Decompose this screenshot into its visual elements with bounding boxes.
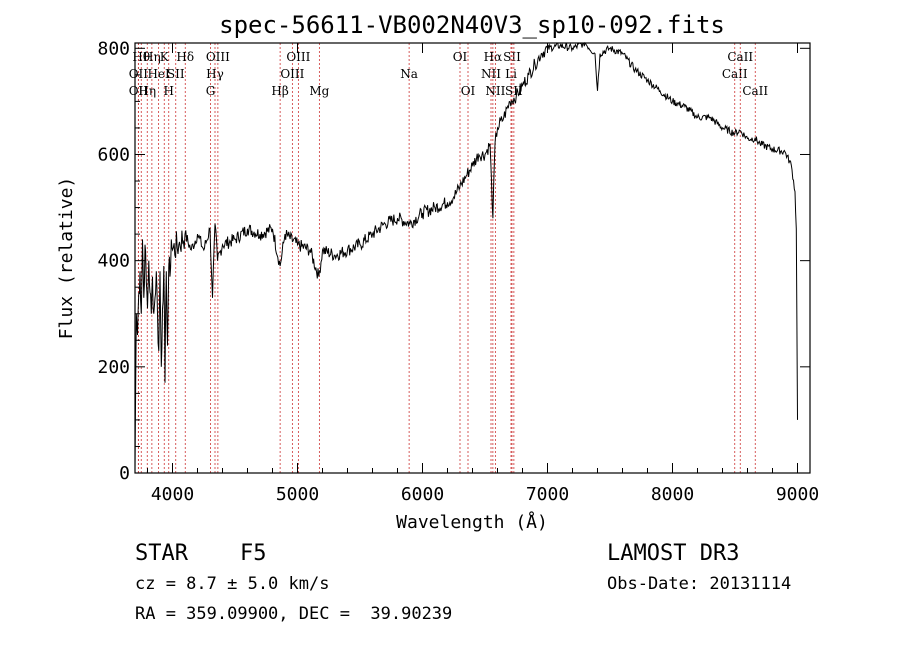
- line-label: SII: [503, 50, 521, 64]
- survey-name: LAMOST DR3: [607, 541, 739, 566]
- line-label: Hθ: [132, 50, 150, 64]
- subclass: F5: [240, 541, 267, 566]
- y-tick-label: 400: [97, 251, 130, 272]
- coordinates: RA = 359.09900, DEC = 39.90239: [135, 604, 452, 624]
- line-label: Na: [400, 67, 418, 81]
- line-label: OII: [129, 67, 149, 81]
- series-layer: [134, 41, 798, 468]
- x-axis-label: Wavelength (Å): [396, 511, 548, 533]
- y-tick-label: 600: [97, 144, 130, 165]
- line-label: OIII: [206, 50, 230, 64]
- obs-date: Obs-Date: 20131114: [607, 574, 791, 594]
- line-label: K: [160, 50, 170, 64]
- line-label: Li: [505, 67, 517, 81]
- axes: 4000 5000 6000 7000 8000 9000 0 200 400 600 800: [97, 38, 819, 505]
- y-tick-label: 0: [119, 463, 130, 484]
- line-label: Hη: [143, 50, 161, 64]
- line-label: OIII: [280, 67, 304, 81]
- line-label: H: [164, 84, 174, 98]
- plot-frame: [134, 42, 811, 474]
- x-tick-label: 4000: [151, 484, 194, 505]
- x-tick-label: 8000: [651, 484, 694, 505]
- y-axis-label: Flux (relative): [56, 177, 77, 340]
- line-markers: HθOIIOIIHηHηHeIKHSIIHδGHγOIIIHβOIIIOIIIM…: [129, 43, 768, 473]
- line-label: Hγ: [206, 67, 224, 81]
- line-label: Hα: [484, 50, 503, 64]
- line-label: Hη: [138, 84, 156, 98]
- line-label: OI: [453, 50, 468, 64]
- spectrum-line: [134, 41, 798, 468]
- line-label: OI: [461, 84, 476, 98]
- line-label: Mg: [309, 84, 329, 98]
- line-label: Hβ: [271, 84, 288, 98]
- line-label: OII: [129, 84, 149, 98]
- line-label: CaII: [727, 50, 753, 64]
- line-label: HeI: [147, 67, 170, 81]
- line-label: CaII: [722, 67, 748, 81]
- chart-title: spec-56611-VB002N40V3_sp10-092.fits: [219, 11, 725, 39]
- line-label: NII: [481, 67, 501, 81]
- line-label: SII: [167, 67, 185, 81]
- redshift-cz: cz = 8.7 ± 5.0 km/s: [135, 574, 329, 594]
- line-label: G: [206, 84, 216, 98]
- x-tick-label: 9000: [776, 484, 819, 505]
- line-label: OIII: [286, 50, 310, 64]
- line-label: NII: [485, 84, 505, 98]
- x-tick-label: 7000: [526, 484, 569, 505]
- line-label: CaII: [742, 84, 768, 98]
- y-tick-label: 200: [97, 357, 130, 378]
- x-tick-label: 6000: [401, 484, 444, 505]
- line-label: Hδ: [176, 50, 194, 64]
- object-class: STAR: [135, 541, 189, 566]
- y-tick-label: 800: [97, 38, 130, 59]
- x-tick-label: 5000: [276, 484, 319, 505]
